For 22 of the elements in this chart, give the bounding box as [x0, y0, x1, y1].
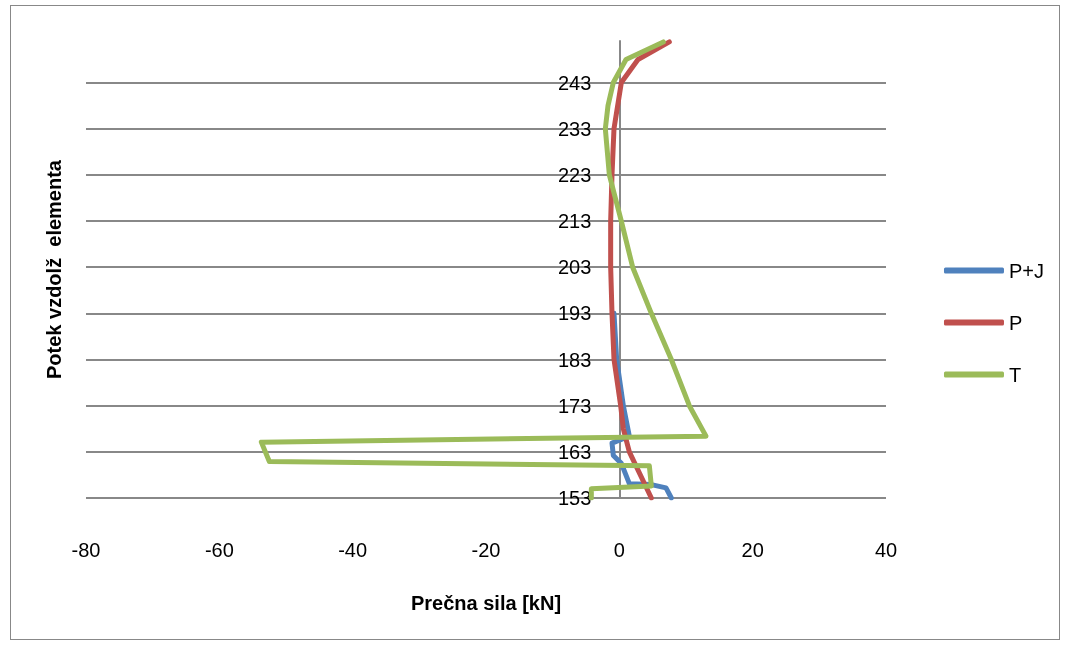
x-tick-label: 40 — [874, 539, 898, 561]
y-tick-label: 223 — [557, 163, 592, 186]
legend-label: P+J — [1008, 259, 1045, 282]
y-tick-label: 203 — [557, 256, 592, 279]
y-tick-label: 183 — [557, 348, 592, 371]
y-tick-label: 163 — [557, 440, 592, 463]
y-tick-label: 153 — [557, 487, 592, 509]
y-tick-label: 173 — [557, 394, 592, 417]
legend-label: P — [1008, 311, 1023, 334]
x-tick-label: -60 — [204, 539, 234, 561]
x-tick-label: 0 — [613, 539, 625, 561]
x-tick-label: -20 — [471, 539, 501, 561]
legend-label: T — [1008, 363, 1022, 386]
y-tick-label: 233 — [557, 117, 592, 140]
x-tick-label: 20 — [741, 539, 764, 561]
y-axis-title: Potek vzdolž elementa — [43, 159, 65, 379]
x-tick-label: -40 — [338, 539, 368, 561]
x-tick-label: -80 — [71, 539, 101, 561]
y-tick-label: 213 — [557, 210, 592, 233]
y-tick-label: 193 — [557, 302, 592, 325]
y-tick-label: 243 — [557, 71, 592, 94]
x-axis-title: Prečna sila [kN] — [410, 592, 562, 614]
